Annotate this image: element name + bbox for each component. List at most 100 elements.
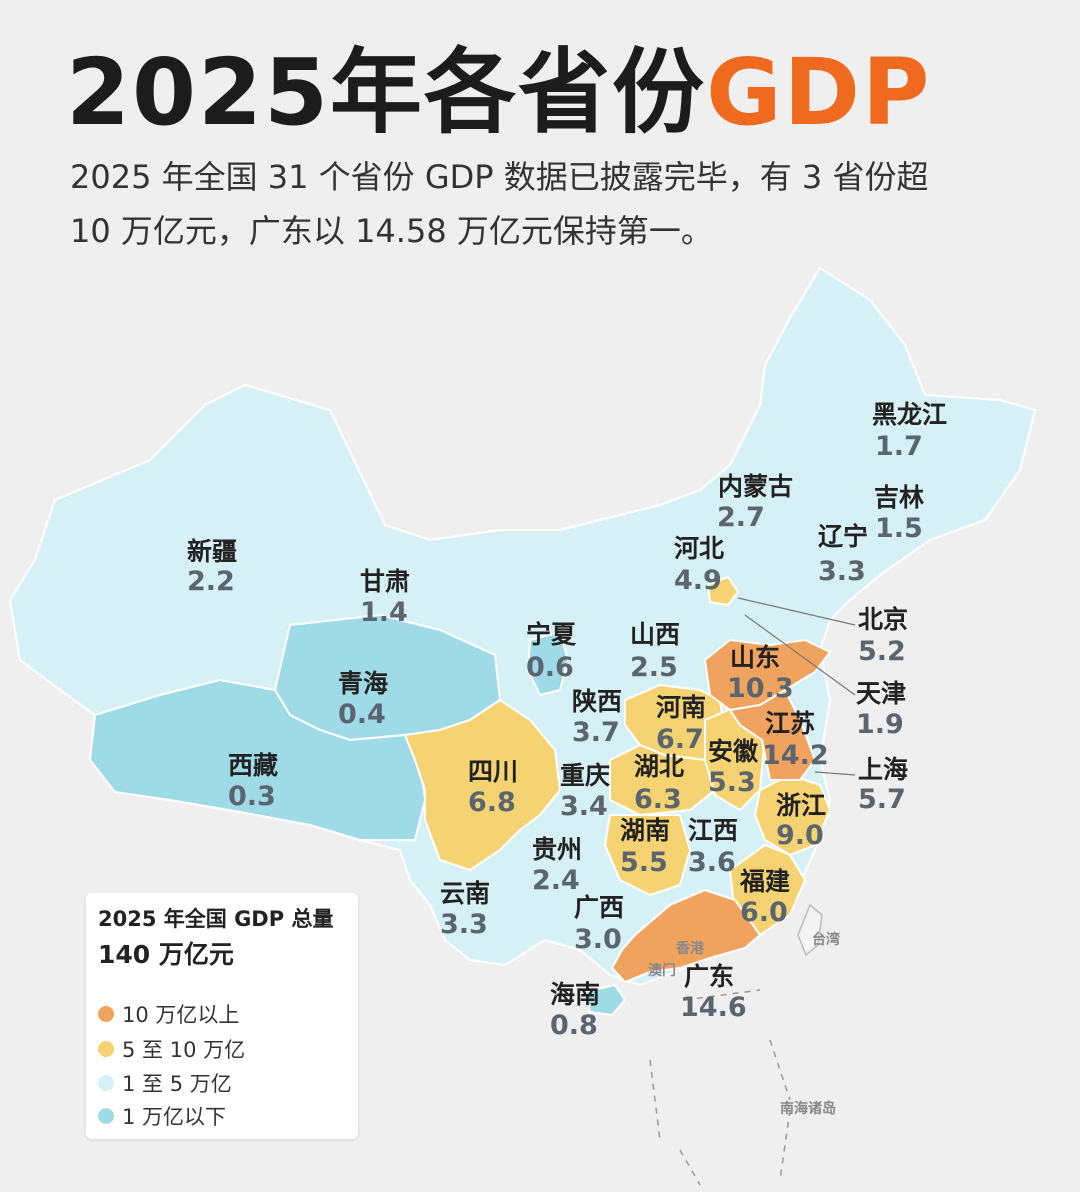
province-name: 上海: [858, 755, 908, 784]
title-main: 2025年各省份: [66, 39, 707, 146]
province-name: 甘肃: [360, 567, 410, 596]
leader-beijing: [737, 597, 856, 626]
province-value: 14.2: [762, 740, 829, 771]
leader-shanghai: [814, 771, 856, 776]
province-name: 辽宁: [818, 522, 868, 551]
province-name: 陕西: [572, 687, 622, 716]
province-name: 四川: [468, 757, 518, 786]
region-hainan: [583, 983, 627, 1017]
province-value: 0.8: [550, 1010, 598, 1041]
legend-label: 1 万亿以下: [122, 1105, 227, 1129]
legend-title: 2025 年全国 GDP 总量: [98, 907, 334, 931]
province-name: 山西: [630, 620, 680, 649]
province-name: 海南: [550, 980, 600, 1009]
page-title: 2025年各省份GDP: [66, 18, 931, 146]
province-value: 2.5: [630, 652, 678, 683]
province-liaoning: 辽宁 3.3: [818, 522, 868, 587]
province-name: 广西: [574, 893, 624, 922]
province-value: 5.2: [858, 636, 906, 667]
province-name: 山东: [730, 643, 780, 672]
province-name: 福建: [739, 867, 790, 896]
province-value: 3.0: [574, 924, 622, 955]
province-shanxi: 山西 2.5: [630, 620, 680, 683]
province-name: 河北: [674, 534, 724, 563]
province-value: 2.7: [717, 502, 765, 533]
province-guangdong: 广东 14.6: [680, 962, 747, 1023]
province-value: 2.4: [532, 865, 580, 896]
region-jiangsu: [728, 688, 817, 781]
province-value: 1.7: [875, 431, 923, 462]
province-guizhou: 贵州 2.4: [532, 835, 582, 896]
legend-item: 5 至 10 万亿: [98, 1034, 245, 1064]
legend-label: 10 万亿以上: [122, 1003, 240, 1027]
legend-total: 140 万亿元: [98, 940, 234, 969]
legend-swatch: [98, 1006, 114, 1022]
province-name: 浙江: [776, 791, 826, 820]
province-name: 黑龙江: [872, 400, 947, 429]
province-value: 3.6: [688, 847, 736, 878]
province-name: 北京: [858, 605, 908, 634]
province-name: 宁夏: [526, 620, 577, 649]
legend-swatch: [98, 1041, 114, 1057]
region-sichuan: [403, 698, 562, 872]
province-xizang: 西藏 0.3: [228, 751, 278, 812]
province-hebei: 河北 4.9: [674, 534, 724, 596]
legend-item: 1 至 5 万亿: [98, 1068, 232, 1098]
province-name: 贵州: [532, 835, 582, 864]
province-fujian: 福建 6.0: [739, 867, 790, 928]
province-value: 2.2: [187, 566, 235, 597]
intro-line-1: 2025 年全国 31 个省份 GDP 数据已披露完毕，有 3 省份超: [70, 158, 929, 196]
province-name: 河南: [656, 693, 706, 722]
province-name: 吉林: [874, 483, 924, 512]
province-name: 重庆: [560, 761, 610, 790]
province-value: 3.3: [818, 556, 866, 587]
province-value: 0.4: [338, 699, 386, 730]
province-value: 3.7: [572, 717, 620, 748]
intro-line-2: 10 万亿元，广东以 14.58 万亿元保持第一。: [70, 212, 713, 250]
region-guangdong: [610, 888, 762, 984]
province-name: 西藏: [228, 751, 278, 780]
province-beijing: 北京 5.2: [858, 605, 908, 667]
province-jiangxi: 江西 3.6: [688, 816, 738, 878]
province-value: 0.6: [526, 652, 574, 683]
province-name: 江苏: [765, 709, 815, 738]
province-name: 内蒙古: [718, 472, 793, 501]
province-ningxia: 宁夏 0.6: [526, 620, 577, 683]
legend-swatch: [98, 1108, 114, 1124]
province-value: 10.3: [727, 673, 794, 704]
region-taiwan: [797, 903, 823, 957]
province-name: 湖北: [634, 752, 684, 781]
province-name: 江西: [688, 816, 738, 845]
province-value: 3.4: [560, 791, 608, 822]
legend-box: 2025 年全国 GDP 总量 140 万亿元 10 万亿以上 5 至 10 万…: [86, 893, 358, 1139]
label-macau: 澳门: [648, 962, 676, 979]
label-south-sea: 南海诸岛: [780, 1100, 836, 1117]
province-hubei: 湖北 6.3: [634, 752, 684, 815]
region-ningxia: [526, 630, 570, 697]
province-jiangsu: 江苏 14.2: [762, 709, 829, 771]
province-yunnan: 云南 3.3: [440, 879, 490, 940]
province-hunan: 湖南 5.5: [620, 816, 670, 878]
province-name: 湖南: [620, 816, 670, 845]
province-value: 1.5: [875, 513, 923, 544]
province-name: 广东: [684, 962, 734, 991]
province-gansu: 甘肃 1.4: [360, 567, 410, 628]
region-hunan: [603, 814, 692, 897]
province-heilongjiang: 黑龙江 1.7: [872, 400, 947, 462]
province-value: 9.0: [776, 820, 824, 851]
legend-item: 10 万亿以上: [98, 999, 239, 1029]
province-value: 6.7: [656, 724, 704, 755]
province-shaanxi: 陕西 3.7: [572, 687, 622, 748]
province-shanghai: 上海 5.7: [858, 755, 908, 815]
label-hongkong: 香港: [675, 940, 705, 957]
south-sea-boundary: [649, 989, 791, 1186]
province-chongqing: 重庆 3.4: [560, 761, 610, 822]
province-value: 5.7: [858, 784, 906, 815]
legend-label: 1 至 5 万亿: [122, 1072, 232, 1096]
province-name: 安徽: [708, 737, 759, 766]
province-value: 14.6: [680, 992, 747, 1023]
title-highlight: GDP: [706, 39, 932, 146]
province-guangxi: 广西 3.0: [574, 893, 624, 955]
province-qinghai: 青海 0.4: [338, 669, 388, 730]
